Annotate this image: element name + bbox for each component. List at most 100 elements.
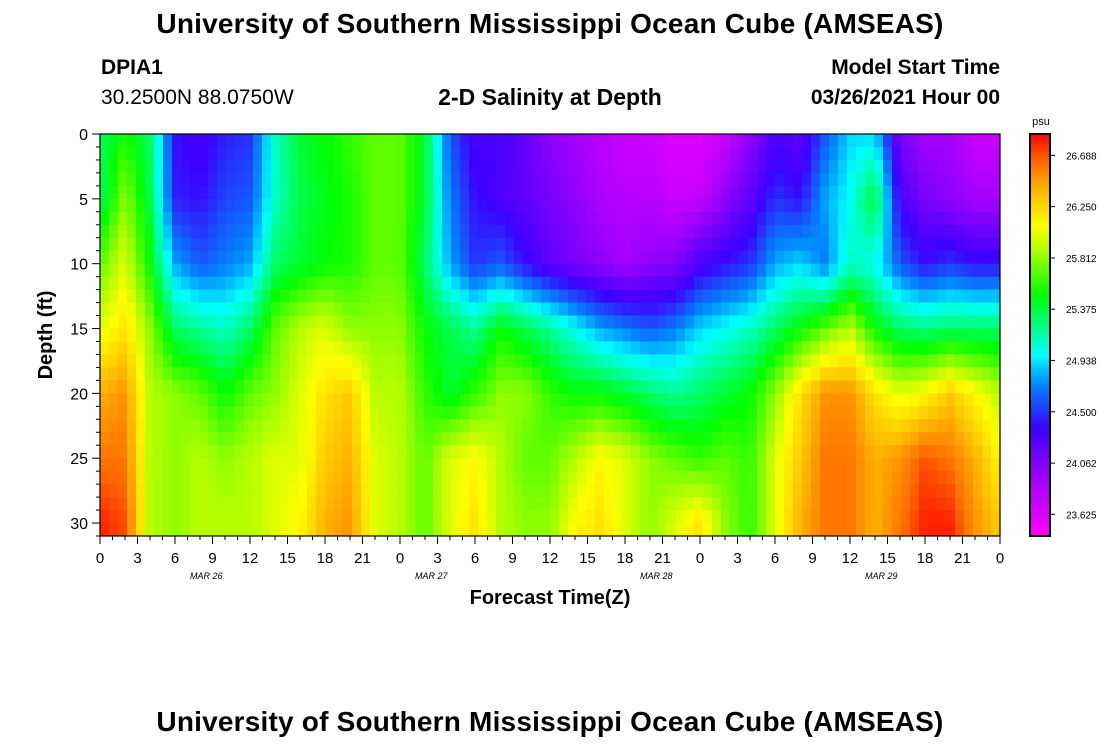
heatmap-cell [136, 302, 146, 317]
heatmap-cell [145, 510, 155, 524]
heatmap-cell [586, 484, 596, 498]
heatmap-cell [685, 510, 695, 524]
heatmap-cell [595, 185, 605, 200]
heatmap-cell [253, 172, 263, 187]
heatmap-cell [280, 276, 290, 291]
heatmap-cell [388, 198, 398, 213]
heatmap-cell [838, 302, 848, 317]
heatmap-cell [766, 341, 776, 356]
heatmap-cell [946, 341, 956, 356]
heatmap-cell [595, 276, 605, 291]
heatmap-cell [811, 185, 821, 200]
heatmap-cell [370, 367, 380, 381]
heatmap-cell [775, 458, 785, 472]
heatmap-cell [217, 263, 227, 278]
heatmap-cell [208, 315, 218, 330]
heatmap-cell [838, 185, 848, 200]
heatmap-cell [658, 185, 668, 200]
heatmap-cell [919, 289, 929, 304]
heatmap-cell [433, 263, 443, 278]
heatmap-cell [586, 380, 596, 394]
heatmap-cell [784, 458, 794, 472]
heatmap-cell [118, 354, 128, 369]
heatmap-cell [811, 380, 821, 394]
heatmap-cell [172, 224, 182, 239]
heatmap-cell [235, 250, 245, 265]
heatmap-cell [154, 185, 164, 200]
heatmap-cell [523, 393, 533, 407]
heatmap-cell [154, 328, 164, 343]
heatmap-cell [442, 302, 452, 317]
heatmap-cell [703, 497, 713, 511]
heatmap-cell [253, 224, 263, 239]
heatmap-cell [100, 211, 110, 226]
heatmap-cell [397, 159, 407, 174]
heatmap-cell [289, 250, 299, 265]
heatmap-cell [118, 159, 128, 174]
heatmap-cell [262, 393, 272, 407]
heatmap-cell [379, 289, 389, 304]
heatmap-cell [352, 471, 362, 485]
heatmap-cell [829, 380, 839, 394]
heatmap-cell [559, 211, 569, 226]
heatmap-cell [586, 159, 596, 174]
heatmap-cell [226, 393, 236, 407]
heatmap-cell [154, 445, 164, 459]
heatmap-cell [739, 315, 749, 330]
heatmap-cell [820, 250, 830, 265]
heatmap-cell [802, 263, 812, 278]
heatmap-cell [496, 134, 506, 148]
heatmap-cell [496, 276, 506, 291]
heatmap-cell [568, 393, 578, 407]
heatmap-cell [613, 172, 623, 187]
heatmap-cell [982, 172, 992, 187]
heatmap-cell [199, 211, 209, 226]
heatmap-cell [190, 302, 200, 317]
heatmap-cell [514, 367, 524, 381]
heatmap-cell [109, 263, 119, 278]
heatmap-cell [901, 432, 911, 446]
heatmap-cell [325, 159, 335, 174]
heatmap-cell [208, 341, 218, 356]
heatmap-cell [235, 393, 245, 407]
heatmap-cell [973, 510, 983, 524]
heatmap-cell [739, 198, 749, 213]
heatmap-cell [280, 328, 290, 343]
heatmap-cell [424, 471, 434, 485]
heatmap-cell [343, 237, 353, 252]
heatmap-cell [676, 393, 686, 407]
heatmap-cell [604, 471, 614, 485]
heatmap-cell [613, 445, 623, 459]
heatmap-cell [892, 419, 902, 433]
heatmap-cell [613, 263, 623, 278]
heatmap-cell [370, 328, 380, 343]
heatmap-cell [685, 289, 695, 304]
heatmap-cell [136, 159, 146, 174]
heatmap-cell [379, 354, 389, 369]
heatmap-cell [865, 393, 875, 407]
heatmap-cell [289, 523, 299, 536]
heatmap-cell [406, 523, 416, 536]
heatmap-cell [361, 341, 371, 356]
x-tick-label: 6 [471, 550, 479, 567]
heatmap-cell [937, 250, 947, 265]
heatmap-cell [946, 276, 956, 291]
heatmap-cell [928, 406, 938, 420]
heatmap-cell [487, 302, 497, 317]
heatmap-cell [343, 172, 353, 187]
heatmap-cell [334, 380, 344, 394]
heatmap-cell [307, 328, 317, 343]
heatmap-cell [181, 354, 191, 369]
heatmap-cell [703, 445, 713, 459]
heatmap-cell [685, 432, 695, 446]
heatmap-cell [649, 328, 659, 343]
heatmap-cell [937, 328, 947, 343]
heatmap-cell [919, 263, 929, 278]
heatmap-cell [829, 289, 839, 304]
heatmap-cell [442, 458, 452, 472]
heatmap-cell [721, 302, 731, 317]
heatmap-cell [766, 185, 776, 200]
heatmap-cell [505, 380, 515, 394]
heatmap-cell [244, 263, 254, 278]
heatmap-cell [901, 510, 911, 524]
